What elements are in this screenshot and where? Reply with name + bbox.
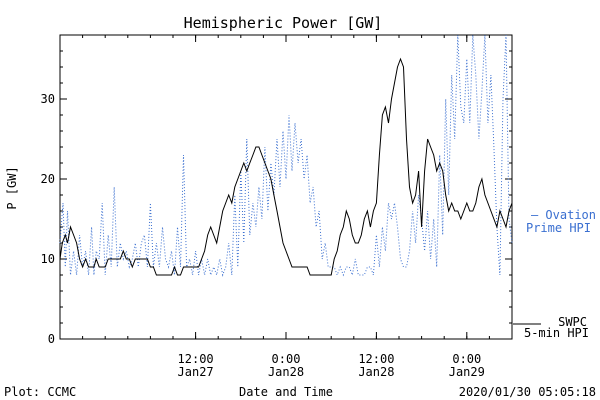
x-tick-date-label: Jan28 (268, 365, 304, 379)
plot-area: 010203012:00Jan270:00Jan2812:00Jan280:00… (41, 34, 513, 379)
x-axis-label: Date and Time (239, 385, 333, 399)
plot-timestamp: 2020/01/30 05:05:18 (459, 385, 596, 399)
chart-title: Hemispheric Power [GW] (184, 14, 383, 32)
legend: — Ovation Prime HPI SWPC 5-min HPI (513, 208, 596, 340)
x-tick-time-label: 0:00 (272, 352, 301, 366)
legend-ovation-line2: Prime HPI (526, 221, 591, 235)
x-tick-time-label: 12:00 (178, 352, 214, 366)
legend-ovation-line1: — Ovation (531, 208, 596, 222)
series-swpc-hpi (59, 57, 513, 276)
x-tick-time-label: 12:00 (358, 352, 394, 366)
y-axis-label: P [GW] (5, 166, 19, 209)
y-tick-label: 0 (48, 332, 55, 346)
x-tick-date-label: Jan27 (178, 365, 214, 379)
y-tick-label: 20 (41, 172, 55, 186)
legend-swpc-line1: SWPC (558, 315, 587, 329)
x-tick-date-label: Jan29 (449, 365, 485, 379)
y-tick-label: 10 (41, 252, 55, 266)
x-tick-time-label: 0:00 (452, 352, 481, 366)
x-tick-date-label: Jan28 (358, 365, 394, 379)
plot-source-label: Plot: CCMC (4, 385, 76, 399)
y-tick-label: 30 (41, 92, 55, 106)
series-ovation-prime-hpi (59, 34, 513, 277)
legend-swpc-line2: 5-min HPI (524, 326, 589, 340)
